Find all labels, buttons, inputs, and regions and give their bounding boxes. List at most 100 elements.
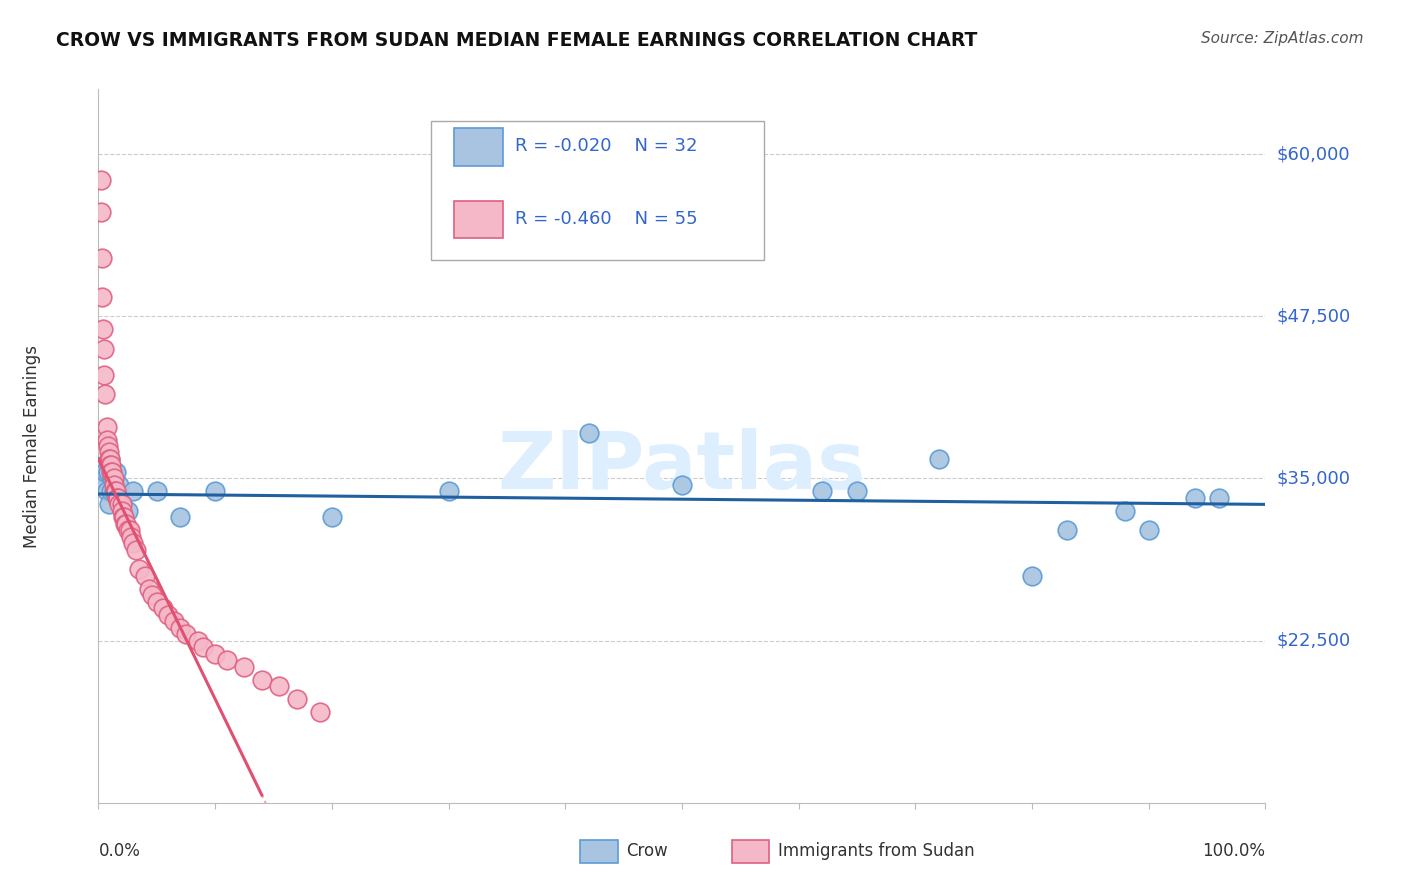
- Point: [108, 497, 131, 511]
- Point: [101, 465, 124, 479]
- Point: [97, 497, 120, 511]
- Point: [103, 471, 125, 485]
- Point: [169, 621, 191, 635]
- Point: [100, 484, 122, 499]
- Text: R = -0.020    N = 32: R = -0.020 N = 32: [515, 137, 697, 155]
- Point: [117, 504, 139, 518]
- Point: [163, 614, 186, 628]
- Point: [174, 627, 197, 641]
- Point: [97, 465, 120, 479]
- Point: [98, 452, 121, 467]
- Point: [193, 640, 215, 654]
- Point: [321, 510, 343, 524]
- Point: [125, 542, 148, 557]
- Point: [100, 458, 122, 473]
- Point: [108, 478, 131, 492]
- Point: [96, 419, 118, 434]
- Point: [97, 439, 120, 453]
- Point: [1208, 491, 1230, 505]
- Point: [91, 322, 114, 336]
- Point: [90, 251, 112, 265]
- FancyBboxPatch shape: [454, 128, 503, 166]
- Point: [104, 484, 127, 499]
- Point: [146, 595, 169, 609]
- Point: [285, 692, 308, 706]
- Point: [94, 465, 117, 479]
- Point: [90, 205, 112, 219]
- FancyBboxPatch shape: [733, 840, 769, 863]
- Point: [134, 568, 156, 582]
- Point: [103, 484, 125, 499]
- Point: [122, 484, 145, 499]
- Text: Median Female Earnings: Median Female Earnings: [22, 344, 41, 548]
- Point: [115, 516, 138, 531]
- Point: [233, 659, 256, 673]
- Point: [114, 516, 136, 531]
- Point: [1056, 524, 1078, 538]
- Point: [111, 497, 134, 511]
- Point: [141, 588, 163, 602]
- Point: [97, 452, 120, 467]
- Text: 0.0%: 0.0%: [98, 842, 141, 860]
- Point: [128, 562, 150, 576]
- Point: [146, 484, 169, 499]
- FancyBboxPatch shape: [454, 202, 503, 238]
- Text: R = -0.460    N = 55: R = -0.460 N = 55: [515, 211, 697, 228]
- Point: [269, 679, 291, 693]
- Text: 100.0%: 100.0%: [1202, 842, 1265, 860]
- Point: [96, 484, 118, 499]
- Text: CROW VS IMMIGRANTS FROM SUDAN MEDIAN FEMALE EARNINGS CORRELATION CHART: CROW VS IMMIGRANTS FROM SUDAN MEDIAN FEM…: [56, 31, 977, 50]
- Text: $22,500: $22,500: [1277, 632, 1351, 649]
- Point: [96, 433, 118, 447]
- Point: [437, 484, 460, 499]
- Point: [101, 471, 124, 485]
- Point: [97, 445, 120, 459]
- FancyBboxPatch shape: [581, 840, 617, 863]
- Point: [107, 491, 129, 505]
- FancyBboxPatch shape: [432, 121, 763, 260]
- Point: [117, 524, 139, 538]
- Point: [928, 452, 950, 467]
- Point: [215, 653, 238, 667]
- Point: [138, 582, 160, 596]
- Text: ZIPatlas: ZIPatlas: [498, 428, 866, 507]
- Point: [204, 647, 226, 661]
- Point: [93, 458, 115, 473]
- Point: [157, 607, 180, 622]
- Text: $35,000: $35,000: [1277, 469, 1351, 487]
- Point: [105, 491, 128, 505]
- Text: $47,500: $47,500: [1277, 307, 1351, 326]
- Text: Source: ZipAtlas.com: Source: ZipAtlas.com: [1201, 31, 1364, 46]
- Point: [309, 705, 332, 719]
- Text: Crow: Crow: [626, 842, 668, 860]
- Point: [122, 536, 145, 550]
- Point: [90, 173, 112, 187]
- Point: [93, 342, 115, 356]
- Point: [204, 484, 226, 499]
- Point: [578, 425, 600, 440]
- Point: [90, 290, 112, 304]
- Point: [111, 510, 134, 524]
- Point: [104, 465, 127, 479]
- Point: [112, 510, 135, 524]
- Point: [98, 458, 121, 473]
- Point: [91, 478, 114, 492]
- Point: [845, 484, 868, 499]
- Point: [187, 633, 209, 648]
- Point: [111, 497, 134, 511]
- Point: [152, 601, 174, 615]
- Text: Immigrants from Sudan: Immigrants from Sudan: [778, 842, 974, 860]
- Point: [94, 387, 117, 401]
- Point: [90, 471, 112, 485]
- Point: [93, 368, 115, 382]
- Point: [1021, 568, 1043, 582]
- Point: [811, 484, 834, 499]
- Point: [98, 452, 121, 467]
- Point: [671, 478, 693, 492]
- Point: [104, 484, 127, 499]
- Text: $60,000: $60,000: [1277, 145, 1350, 163]
- Point: [120, 530, 142, 544]
- Point: [100, 465, 122, 479]
- Point: [103, 478, 125, 492]
- Point: [1114, 504, 1136, 518]
